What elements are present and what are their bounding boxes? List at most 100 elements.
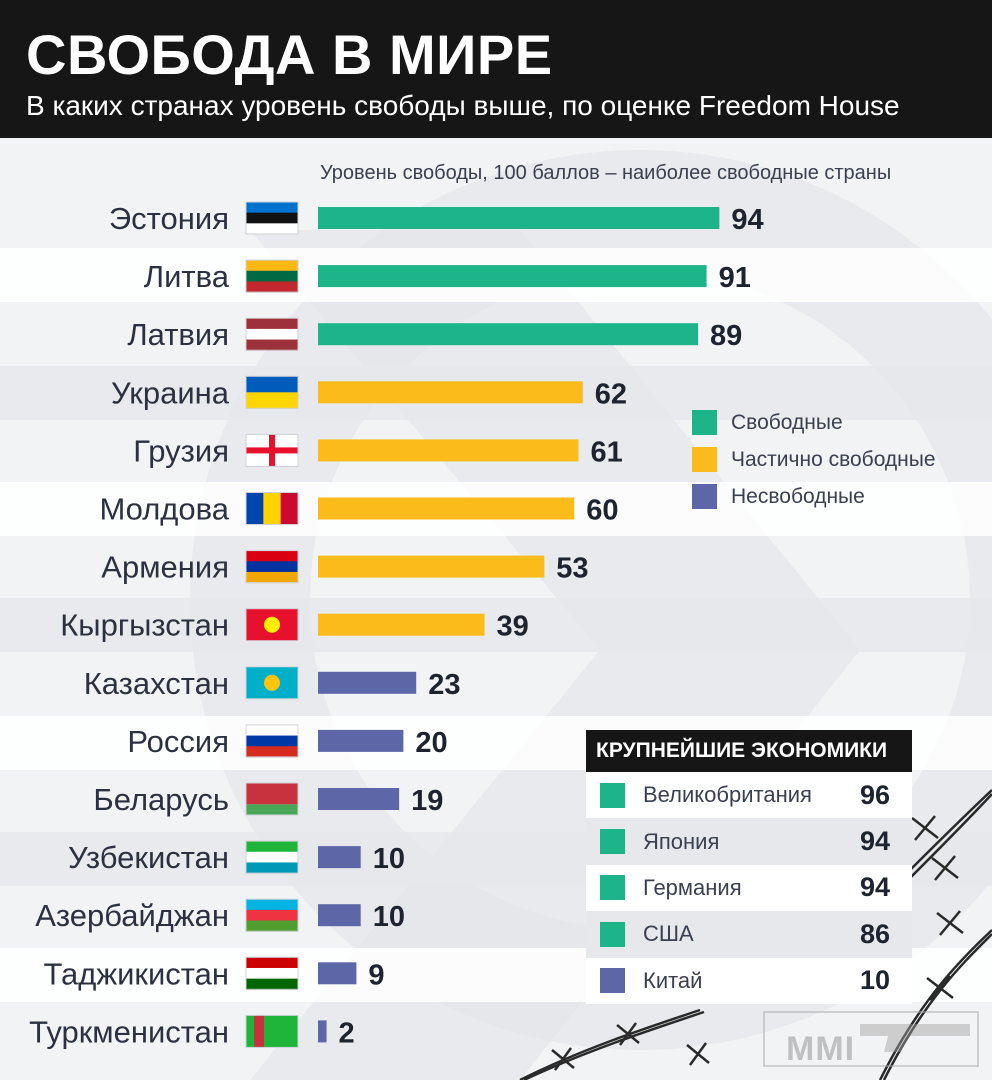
bar [318, 265, 707, 288]
bar [318, 497, 575, 520]
flag-icon [245, 956, 299, 990]
economy-value: 94 [859, 872, 890, 903]
bar [318, 904, 361, 927]
data-label: 9 [368, 959, 384, 991]
flag-icon [245, 1014, 299, 1048]
table-row: Германия 94 [586, 864, 912, 912]
bar [318, 381, 583, 404]
page-title: СВОБОДА В МИРЕ [26, 23, 553, 86]
watermark-text: MMI [786, 1030, 856, 1068]
country-label: Молдова [99, 492, 229, 527]
flag-icon [245, 201, 299, 235]
legend-item-notfree: Несвободные [692, 478, 936, 515]
country-label: Грузия [133, 433, 229, 468]
country-label: Литва [144, 259, 230, 294]
country-label: Эстония [109, 201, 229, 236]
economy-value: 10 [859, 965, 890, 996]
bar [318, 439, 579, 462]
data-label: 10 [373, 901, 405, 933]
economy-name: Великобритания [643, 782, 812, 808]
flag-icon [245, 433, 299, 467]
economy-name: Германия [643, 874, 742, 900]
flag-icon [245, 317, 299, 351]
legend: Свободные Частично свободные Несвободные [692, 404, 936, 515]
bar [318, 207, 720, 229]
economy-name: Китай [643, 967, 703, 993]
data-label: 10 [373, 843, 405, 875]
data-label: 61 [590, 436, 622, 468]
legend-label: Несвободные [731, 484, 865, 508]
data-label: 60 [586, 495, 618, 527]
data-label: 19 [411, 785, 443, 817]
bar [318, 323, 699, 346]
flag-icon [245, 840, 299, 874]
bar [318, 788, 400, 810]
country-label: Узбекистан [68, 840, 229, 875]
data-label: 39 [497, 611, 529, 643]
flag-icon [245, 724, 299, 758]
legend-item-free: Свободные [692, 404, 936, 441]
flag-icon [245, 608, 299, 642]
table-row: Китай 10 [586, 957, 912, 1004]
economy-name: США [643, 921, 694, 947]
legend-swatch-notfree [692, 484, 717, 509]
legend-swatch-partly [692, 447, 717, 472]
legend-label: Частично свободные [731, 447, 936, 471]
flag-icon [245, 782, 299, 816]
legend-swatch-free [692, 410, 717, 435]
bar [318, 846, 361, 869]
bar [318, 729, 404, 752]
largest-economies-title: КРУПНЕЙШИЕ ЭКОНОМИКИ [586, 730, 912, 772]
status-swatch [600, 782, 625, 808]
flag-icon [245, 492, 299, 525]
country-label: Украина [111, 375, 230, 410]
data-label: 89 [710, 320, 742, 352]
data-label: 91 [719, 262, 751, 294]
legend-item-partly: Частично свободные [692, 441, 936, 478]
economy-value: 94 [859, 826, 890, 857]
flag-icon [245, 898, 299, 932]
country-label: Латвия [127, 317, 229, 352]
status-swatch [600, 921, 625, 947]
bar [318, 1020, 327, 1043]
page-subtitle: В каких странах уровень свободы выше, по… [26, 90, 900, 121]
flag-icon [245, 666, 299, 700]
data-label: 20 [415, 727, 447, 759]
legend-label: Свободные [731, 410, 843, 434]
economy-value: 86 [859, 918, 890, 949]
flag-icon [245, 259, 299, 293]
status-swatch [600, 968, 625, 994]
bar [318, 555, 545, 578]
country-label: Беларусь [93, 782, 229, 817]
country-label: Армения [101, 550, 229, 585]
economy-value: 96 [859, 779, 890, 810]
country-label: Кыргызстан [60, 608, 229, 643]
axis-caption: Уровень свободы, 100 баллов – наиболее с… [320, 162, 892, 184]
data-label: 23 [428, 669, 460, 701]
country-label: Россия [127, 724, 229, 759]
country-label: Казахстан [84, 666, 229, 701]
rifle-icon [763, 1011, 979, 1067]
economy-name: Япония [643, 828, 720, 854]
table-row: Япония 94 [586, 818, 912, 865]
table-row: Великобритания 96 [586, 772, 912, 819]
bar [318, 962, 357, 985]
watermark: MMI [760, 1006, 982, 1072]
data-label: 53 [556, 553, 588, 585]
flag-icon [245, 550, 299, 584]
bar [318, 671, 417, 694]
country-label: Таджикистан [43, 956, 229, 991]
largest-economies-table: КРУПНЕЙШИЕ ЭКОНОМИКИ Великобритания 96 Я… [586, 730, 912, 1004]
table-row: США 86 [586, 911, 912, 958]
bar [318, 613, 485, 636]
status-swatch [600, 829, 625, 855]
flag-icon [245, 375, 299, 409]
data-label: 94 [731, 204, 763, 236]
country-label: Туркменистан [29, 1014, 229, 1049]
data-label: 62 [595, 378, 627, 410]
header: СВОБОДА В МИРЕ В каких странах уровень с… [0, 0, 992, 138]
country-label: Азербайджан [35, 898, 229, 933]
status-swatch [600, 875, 625, 901]
barbed-wire-icon [519, 789, 992, 1080]
